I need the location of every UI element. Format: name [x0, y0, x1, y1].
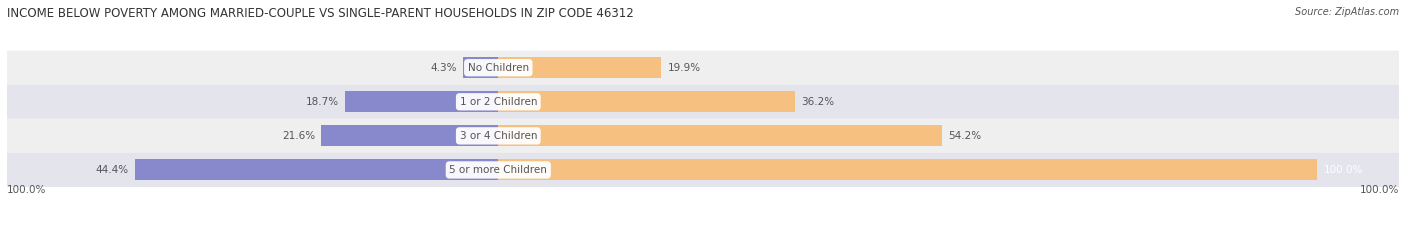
Text: 4.3%: 4.3%: [430, 63, 457, 73]
Text: 100.0%: 100.0%: [1323, 165, 1362, 175]
Text: Source: ZipAtlas.com: Source: ZipAtlas.com: [1295, 7, 1399, 17]
Text: 21.6%: 21.6%: [281, 131, 315, 141]
Bar: [135, 159, 498, 181]
Text: 100.0%: 100.0%: [1360, 185, 1399, 195]
Text: 3 or 4 Children: 3 or 4 Children: [460, 131, 537, 141]
Text: 18.7%: 18.7%: [305, 97, 339, 107]
FancyBboxPatch shape: [7, 153, 1399, 187]
Text: 5 or more Children: 5 or more Children: [450, 165, 547, 175]
FancyBboxPatch shape: [7, 119, 1399, 153]
Bar: [346, 91, 498, 112]
Bar: [498, 159, 1317, 181]
Text: 19.9%: 19.9%: [668, 63, 702, 73]
Bar: [498, 125, 942, 146]
Bar: [498, 57, 661, 78]
FancyBboxPatch shape: [7, 51, 1399, 85]
Text: 1 or 2 Children: 1 or 2 Children: [460, 97, 537, 107]
Text: INCOME BELOW POVERTY AMONG MARRIED-COUPLE VS SINGLE-PARENT HOUSEHOLDS IN ZIP COD: INCOME BELOW POVERTY AMONG MARRIED-COUPL…: [7, 7, 634, 20]
Bar: [463, 57, 498, 78]
Bar: [322, 125, 498, 146]
FancyBboxPatch shape: [7, 85, 1399, 119]
Text: 36.2%: 36.2%: [801, 97, 834, 107]
Text: 100.0%: 100.0%: [7, 185, 46, 195]
Bar: [498, 91, 794, 112]
Text: No Children: No Children: [468, 63, 529, 73]
Text: 44.4%: 44.4%: [96, 165, 128, 175]
Text: 54.2%: 54.2%: [949, 131, 981, 141]
